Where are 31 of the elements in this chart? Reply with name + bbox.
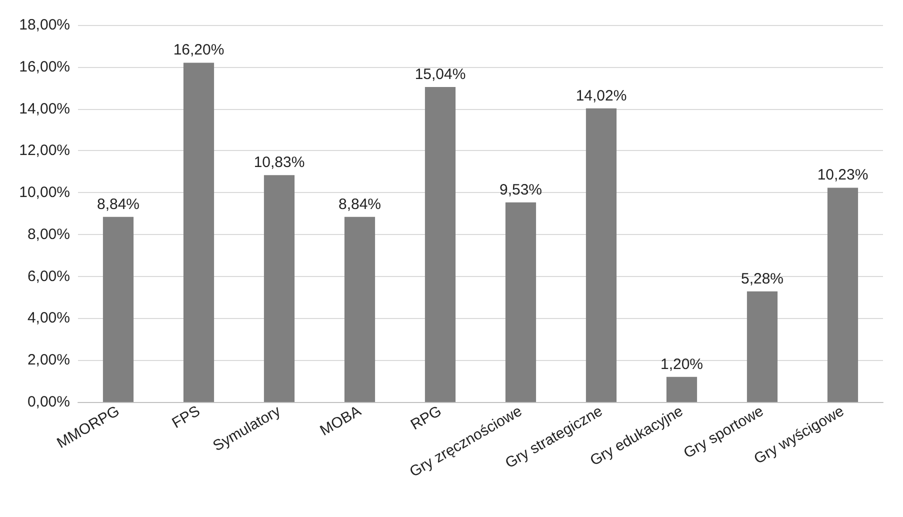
data-label: 10,23%	[817, 166, 868, 184]
bar	[746, 291, 778, 402]
y-tick-label: 0,00%	[27, 394, 70, 410]
bar	[666, 376, 698, 402]
data-label: 16,20%	[173, 42, 224, 59]
data-label: 8,84%	[338, 196, 382, 213]
bar	[102, 216, 134, 402]
bar	[424, 86, 456, 402]
y-tick-label: 8,00%	[27, 226, 70, 243]
y-tick-label: 6,00%	[27, 268, 70, 285]
y-tick-label: 10,00%	[19, 184, 70, 202]
y-tick-label: 16,00%	[19, 58, 70, 76]
data-label: 8,84%	[96, 196, 140, 213]
bar	[264, 175, 295, 402]
bar	[344, 216, 376, 402]
bar	[183, 62, 214, 402]
data-label: 1,20%	[660, 356, 704, 373]
data-label: 10,83%	[254, 154, 305, 172]
data-label: 9,53%	[499, 181, 542, 198]
data-label: 5,28%	[740, 270, 784, 288]
data-label: 15,04%	[414, 66, 466, 83]
bar	[505, 202, 536, 402]
y-tick-label: 12,00%	[19, 142, 70, 160]
y-tick-label: 18,00%	[19, 16, 70, 34]
y-tick-label: 14,00%	[19, 100, 70, 118]
data-label: 14,02%	[576, 87, 627, 104]
y-tick-label: 2,00%	[27, 352, 70, 369]
y-tick-label: 4,00%	[27, 310, 70, 327]
bar	[586, 108, 617, 402]
x-tick-label: FPS	[169, 402, 203, 432]
bar	[827, 188, 858, 402]
